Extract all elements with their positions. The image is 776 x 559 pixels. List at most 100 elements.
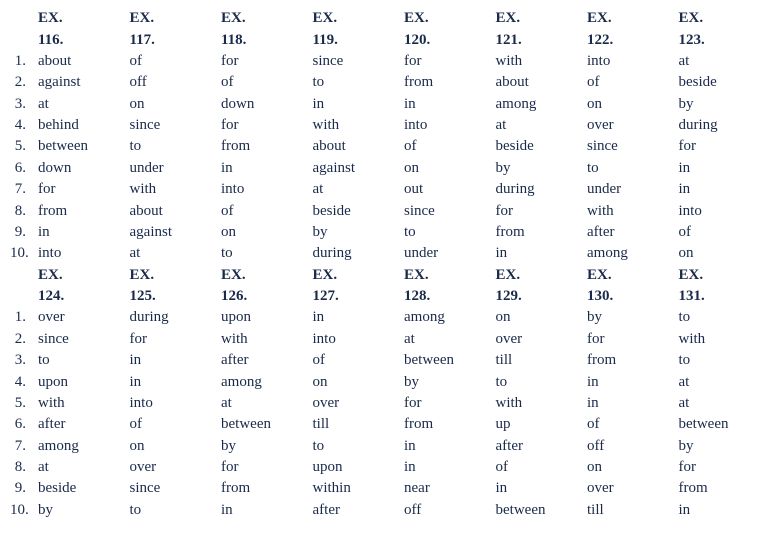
preposition-cell: in: [217, 158, 309, 179]
preposition-cell: for: [675, 136, 767, 157]
preposition-cell: to: [217, 243, 309, 264]
preposition-cell: to: [126, 500, 218, 521]
row-number: 2.: [6, 72, 34, 93]
preposition-cell: till: [309, 414, 401, 435]
preposition-cell: of: [583, 414, 675, 435]
preposition-cell: near: [400, 478, 492, 499]
preposition-cell: in: [126, 371, 218, 392]
preposition-cell: since: [126, 478, 218, 499]
preposition-cell: off: [400, 500, 492, 521]
preposition-cell: under: [126, 158, 218, 179]
preposition-cell: on: [583, 94, 675, 115]
preposition-cell: under: [400, 243, 492, 264]
preposition-cell: with: [34, 393, 126, 414]
exercise-header-number: 119.: [309, 29, 401, 50]
exercise-header-prefix: EX.: [217, 8, 309, 29]
preposition-cell: over: [583, 478, 675, 499]
preposition-cell: in: [217, 500, 309, 521]
preposition-cell: down: [217, 94, 309, 115]
preposition-cell: after: [217, 350, 309, 371]
preposition-cell: in: [400, 94, 492, 115]
preposition-cell: about: [34, 51, 126, 72]
preposition-cell: from: [492, 222, 584, 243]
preposition-cell: for: [492, 200, 584, 221]
preposition-cell: to: [309, 436, 401, 457]
preposition-cell: under: [583, 179, 675, 200]
preposition-cell: of: [217, 72, 309, 93]
preposition-cell: at: [217, 393, 309, 414]
table-row: 4.uponinamongonbytoinat: [6, 371, 766, 392]
preposition-cell: for: [217, 51, 309, 72]
preposition-cell: in: [309, 94, 401, 115]
preposition-cell: upon: [217, 307, 309, 328]
preposition-cell: in: [583, 371, 675, 392]
row-number: 5.: [6, 136, 34, 157]
preposition-cell: on: [400, 158, 492, 179]
preposition-cell: between: [34, 136, 126, 157]
preposition-cell: since: [34, 329, 126, 350]
preposition-cell: into: [400, 115, 492, 136]
row-number-blank: [6, 29, 34, 50]
exercise-header-number: 126.: [217, 286, 309, 307]
row-number: 9.: [6, 222, 34, 243]
preposition-cell: down: [34, 158, 126, 179]
preposition-cell: in: [400, 436, 492, 457]
preposition-cell: into: [217, 179, 309, 200]
table-row: 4.behindsinceforwithintoatoverduring: [6, 115, 766, 136]
preposition-cell: during: [309, 243, 401, 264]
row-number: 4.: [6, 115, 34, 136]
exercise-header-number: 122.: [583, 29, 675, 50]
table-row: 5.betweentofromaboutofbesidesincefor: [6, 136, 766, 157]
preposition-cell: at: [126, 243, 218, 264]
exercise-header-number: 118.: [217, 29, 309, 50]
row-number: 10.: [6, 243, 34, 264]
preposition-cell: at: [309, 179, 401, 200]
exercise-header-number: 120.: [400, 29, 492, 50]
preposition-cell: till: [492, 350, 584, 371]
preposition-cell: upon: [34, 371, 126, 392]
preposition-cell: for: [583, 329, 675, 350]
table-row: 7.forwithintoatoutduringunderin: [6, 179, 766, 200]
preposition-cell: among: [217, 371, 309, 392]
preposition-cell: after: [492, 436, 584, 457]
exercise-header-number: 116.: [34, 29, 126, 50]
table-row: 1.overduringuponinamongonbyto: [6, 307, 766, 328]
exercise-header-number: 121.: [492, 29, 584, 50]
preposition-cell: by: [309, 222, 401, 243]
exercise-header-prefix: EX.: [126, 265, 218, 286]
preposition-cell: with: [126, 179, 218, 200]
preposition-cell: against: [34, 72, 126, 93]
preposition-cell: to: [675, 350, 767, 371]
exercise-header-prefix: EX.: [675, 265, 767, 286]
table-row: 5.withintoatoverforwithinat: [6, 393, 766, 414]
preposition-cell: since: [309, 51, 401, 72]
preposition-cell: to: [309, 72, 401, 93]
preposition-cell: behind: [34, 115, 126, 136]
exercise-header-number: 117.: [126, 29, 218, 50]
preposition-cell: in: [492, 243, 584, 264]
row-number: 7.: [6, 179, 34, 200]
preposition-cell: on: [492, 307, 584, 328]
preposition-cell: of: [675, 222, 767, 243]
preposition-cell: of: [400, 136, 492, 157]
preposition-cell: about: [309, 136, 401, 157]
preposition-cell: in: [675, 179, 767, 200]
preposition-cell: about: [126, 200, 218, 221]
row-number: 6.: [6, 158, 34, 179]
preposition-cell: during: [126, 307, 218, 328]
preposition-cell: with: [309, 115, 401, 136]
row-number: 7.: [6, 436, 34, 457]
preposition-cell: about: [492, 72, 584, 93]
preposition-cell: from: [400, 72, 492, 93]
preposition-cell: against: [126, 222, 218, 243]
preposition-cell: from: [675, 478, 767, 499]
preposition-cell: with: [492, 51, 584, 72]
preposition-cell: beside: [492, 136, 584, 157]
row-number-blank: [6, 286, 34, 307]
table-row: 8.fromaboutofbesidesinceforwithinto: [6, 200, 766, 221]
preposition-cell: till: [583, 500, 675, 521]
exercise-header-number: 124.: [34, 286, 126, 307]
preposition-cell: of: [309, 350, 401, 371]
preposition-cell: in: [309, 307, 401, 328]
row-number: 3.: [6, 94, 34, 115]
